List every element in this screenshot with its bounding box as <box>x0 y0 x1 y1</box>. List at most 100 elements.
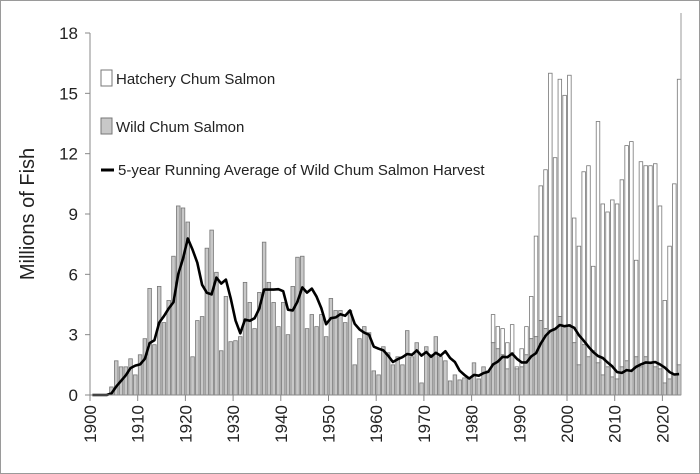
bar-hatchery-1985 <box>495 326 501 350</box>
bar-hatchery-2002 <box>576 245 582 366</box>
bar-hatchery-2015 <box>638 161 644 368</box>
bar-wild-1983 <box>486 370 491 396</box>
bar-wild-1948 <box>319 314 324 396</box>
bar-wild-1925 <box>209 229 214 396</box>
bar-wild-1949 <box>323 336 329 396</box>
bar-wild-1940 <box>280 302 286 396</box>
x-tick-label: 1930 <box>224 405 243 443</box>
bar-wild-2004 <box>586 356 591 396</box>
y-tick-label: 0 <box>69 386 78 405</box>
bar-hatchery-1997 <box>552 157 558 330</box>
bar-wild-1915 <box>161 322 167 396</box>
legend-label-running-average: 5-year Running Average of Wild Chum Salm… <box>118 162 485 179</box>
bar-hatchery-2017 <box>648 165 653 364</box>
bar-wild-1959 <box>371 370 376 396</box>
bar-wild-1979 <box>467 378 472 396</box>
running-average-layer <box>92 237 680 397</box>
bar-wild-1923 <box>199 316 205 396</box>
bar-wild-1917 <box>171 255 176 396</box>
bar-wild-1939 <box>276 326 281 396</box>
bar-wild-1989 <box>514 368 520 396</box>
bar-wild-1928 <box>223 296 229 396</box>
bar-wild-1950 <box>328 298 334 396</box>
y-tick-label: 3 <box>69 326 78 345</box>
bar-wild-1936 <box>261 241 267 396</box>
bar-wild-1982 <box>481 366 486 396</box>
bar-hatchery-2007 <box>600 203 605 376</box>
bar-hatchery-2001 <box>571 217 577 344</box>
bar-hatchery-2023 <box>676 78 682 366</box>
bar-hatchery-2014 <box>633 259 639 358</box>
x-tick-label: 1970 <box>415 405 434 443</box>
bar-hatchery-1994 <box>538 185 543 321</box>
bar-hatchery-1984 <box>490 314 496 344</box>
bar-wild-1997 <box>552 328 558 396</box>
x-tick-label: 1950 <box>320 405 339 443</box>
bar-hatchery-1991 <box>524 326 529 356</box>
bar-wild-1910 <box>137 354 143 396</box>
bar-wild-2013 <box>629 370 634 396</box>
bar-wild-1993 <box>533 336 539 396</box>
y-tick-label: 15 <box>59 84 78 103</box>
x-tick-label: 1920 <box>176 405 195 443</box>
bar-wild-2008 <box>605 366 610 396</box>
bar-wild-1986 <box>500 354 505 396</box>
bar-wild-1992 <box>529 338 534 396</box>
x-tick-label: 1980 <box>463 405 482 443</box>
bar-wild-1960 <box>376 374 381 396</box>
bar-wild-1969 <box>419 382 424 396</box>
running-average-line <box>92 237 680 397</box>
bar-wild-1927 <box>218 350 224 396</box>
bar-wild-1958 <box>366 332 372 396</box>
bar-wild-1945 <box>304 328 310 396</box>
bar-wild-1932 <box>242 281 248 396</box>
axes-layer: 0 3 6 9 12 15 18 1900 1910 1920 1930 1940 1950 1960 19… <box>59 13 682 443</box>
bar-hatchery-1992 <box>529 296 534 340</box>
bar-wild-1984 <box>490 342 496 396</box>
bar-wild-2003 <box>581 344 586 396</box>
bar-wild-2009 <box>610 376 615 396</box>
bar-hatchery-2019 <box>657 205 663 370</box>
bar-wild-1922 <box>195 320 200 396</box>
bar-wild-1964 <box>395 356 400 396</box>
bar-wild-2019 <box>657 368 663 396</box>
bar-wild-1998 <box>557 316 563 396</box>
x-tick-label: 1900 <box>81 405 100 443</box>
bar-wild-1980 <box>471 362 477 396</box>
legend-label-hatchery: Hatchery Chum Salmon <box>116 71 275 88</box>
bar-hatchery-2005 <box>591 265 596 352</box>
bar-wild-2002 <box>576 364 582 396</box>
bar-wild-1996 <box>548 330 553 396</box>
y-tick-label: 18 <box>59 24 78 43</box>
bar-wild-1929 <box>228 341 233 396</box>
legend-swatch-hatchery <box>100 69 113 87</box>
bar-wild-1941 <box>285 334 291 396</box>
bar-wild-1961 <box>381 346 386 396</box>
bar-wild-1952 <box>338 310 343 396</box>
bar-wild-2001 <box>571 342 577 396</box>
bar-wild-1943 <box>295 256 300 396</box>
y-tick-label: 9 <box>69 205 78 224</box>
bar-wild-1966 <box>405 330 410 396</box>
y-axis-label: Millions of Fish <box>17 148 39 280</box>
bar-hatchery-2012 <box>624 145 629 362</box>
bar-wild-1987 <box>505 368 510 396</box>
bar-wild-1946 <box>309 314 314 396</box>
bar-wild-2015 <box>638 366 644 396</box>
bar-wild-2018 <box>653 366 658 396</box>
bar-wild-1956 <box>357 338 362 396</box>
bar-hatchery-2011 <box>619 179 625 368</box>
bar-wild-1930 <box>233 340 238 396</box>
bars-layer <box>109 72 682 396</box>
x-tick-label: 1990 <box>510 405 529 443</box>
bar-wild-1913 <box>152 344 157 396</box>
bar-wild-1908 <box>128 358 133 396</box>
bar-wild-1931 <box>238 336 243 396</box>
legend-label-wild: Wild Chum Salmon <box>116 119 244 136</box>
bar-wild-1954 <box>347 310 353 396</box>
bar-hatchery-2013 <box>629 141 634 372</box>
legend: Hatchery Chum Salmon Wild Chum Salmon 5-… <box>100 69 485 179</box>
bar-hatchery-1995 <box>543 169 548 330</box>
x-tick-label: 1960 <box>367 405 386 443</box>
bar-wild-1953 <box>343 322 348 396</box>
